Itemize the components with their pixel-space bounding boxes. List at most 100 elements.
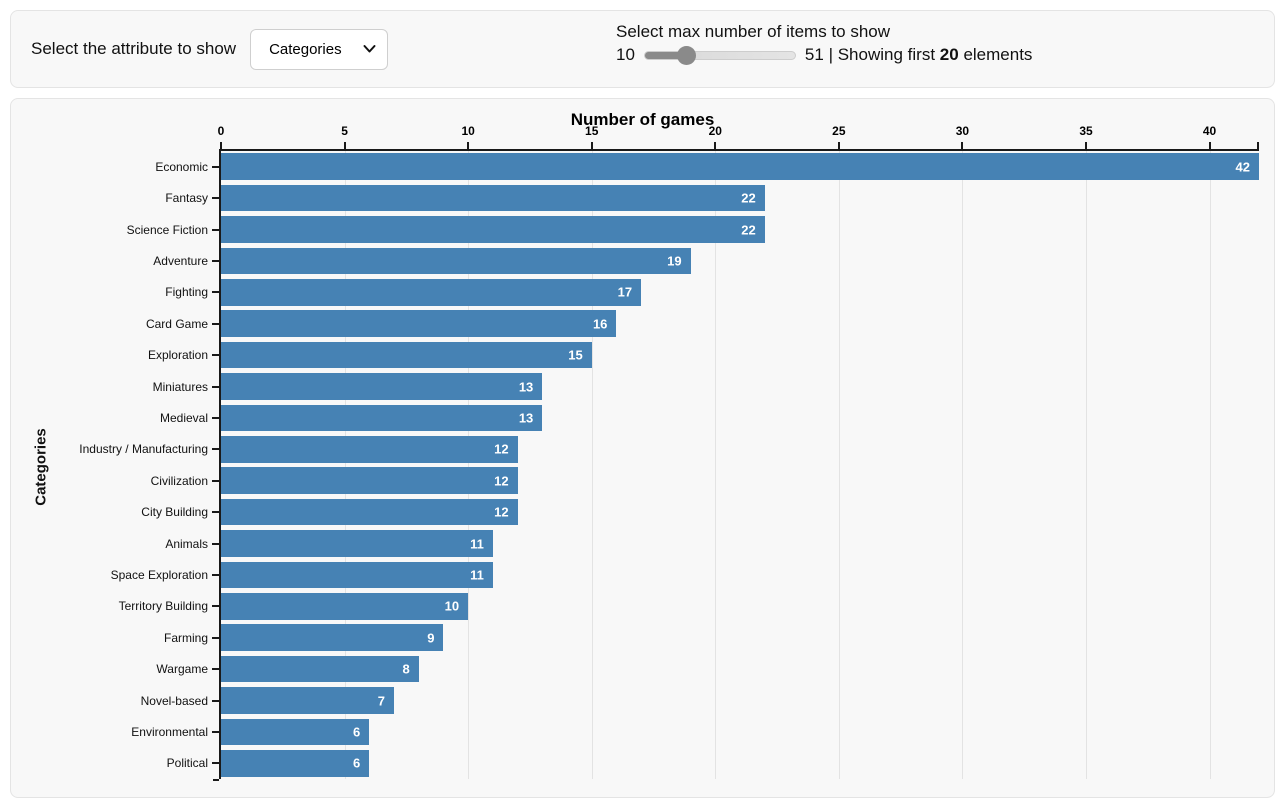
bar-value-label: 16 xyxy=(592,316,608,332)
bar-value-label: 15 xyxy=(568,347,583,363)
max-items-slider[interactable] xyxy=(643,45,796,65)
bar[interactable]: 8 xyxy=(221,655,419,683)
bar[interactable]: 13 xyxy=(221,373,543,400)
bar-value-label: 8 xyxy=(402,661,410,677)
grid-line xyxy=(591,151,593,779)
x-tick xyxy=(467,142,470,149)
grid-line xyxy=(468,151,470,779)
bar-value-label: 19 xyxy=(667,253,682,269)
bar[interactable]: 13 xyxy=(221,404,543,432)
y-tick xyxy=(212,322,219,325)
bar-value-label: 10 xyxy=(444,598,460,614)
x-tick xyxy=(1085,142,1087,149)
x-tick xyxy=(1208,142,1211,149)
plot-area: 0 5 10 15 20 25 30 35 40 Economic 42 Fantasy 22 Scien… xyxy=(79,124,1259,781)
grid-line xyxy=(962,151,964,779)
grid-line xyxy=(1086,151,1087,779)
bar[interactable]: 12 xyxy=(221,467,518,494)
max-items-control-group: Select max number of items to show 10 51… xyxy=(616,22,1032,65)
slider-min-label: 10 xyxy=(616,45,635,64)
bar[interactable]: 10 xyxy=(221,593,469,620)
bar[interactable]: 19 xyxy=(221,247,691,275)
x-tick-label: 5 xyxy=(341,124,348,138)
x-tick-label: 35 xyxy=(1079,124,1093,138)
bar[interactable]: 22 xyxy=(221,216,765,243)
y-tick xyxy=(212,762,219,765)
showing-suffix: elements xyxy=(963,45,1033,64)
grid-line xyxy=(715,151,717,779)
bar-value-label: 9 xyxy=(427,630,435,646)
bar[interactable]: 6 xyxy=(221,718,370,746)
bar[interactable]: 22 xyxy=(221,184,765,212)
category-label: Exploration xyxy=(147,348,208,363)
category-label: Science Fiction xyxy=(126,222,208,237)
category-label: Fighting xyxy=(165,285,208,300)
y-tick xyxy=(212,542,219,545)
bar[interactable]: 9 xyxy=(221,624,444,651)
bar-value-label: 11 xyxy=(470,567,484,583)
attribute-control-group: Select the attribute to show Categories xyxy=(31,11,389,87)
category-label: Civilization xyxy=(150,473,208,488)
bar-value-label: 12 xyxy=(494,441,509,457)
bar[interactable]: 7 xyxy=(221,687,394,714)
y-tick xyxy=(212,605,219,608)
x-tick-label: 0 xyxy=(217,124,225,138)
showing-prefix: | Showing first xyxy=(828,45,936,64)
category-label: Farming xyxy=(163,630,208,645)
x-tick xyxy=(961,142,964,149)
bar[interactable]: 6 xyxy=(221,750,370,777)
category-label: Space Exploration xyxy=(110,567,208,582)
category-label: Novel-based xyxy=(140,693,208,708)
x-tick-label: 15 xyxy=(585,124,599,138)
y-tick xyxy=(212,511,219,514)
category-label: Medieval xyxy=(159,410,208,425)
bar-value-label: 22 xyxy=(741,190,756,206)
chart-panel: Number of games Categories 0 5 10 15 20 25 30 3… xyxy=(10,98,1275,798)
attribute-select[interactable]: Categories xyxy=(250,28,389,70)
y-tick xyxy=(212,165,219,168)
x-tick-label: 30 xyxy=(955,124,970,138)
category-label: Fantasy xyxy=(165,191,208,206)
grid-line xyxy=(1209,151,1211,779)
y-axis-title: Categories xyxy=(32,428,50,506)
x-tick xyxy=(837,142,840,149)
bar[interactable]: 15 xyxy=(221,341,592,369)
bar[interactable]: 12 xyxy=(221,436,518,463)
y-tick xyxy=(212,385,219,388)
bar-value-label: 12 xyxy=(494,473,509,489)
bar[interactable]: 12 xyxy=(221,498,518,526)
bar[interactable]: 11 xyxy=(221,561,493,589)
showing-text: 51 | Showing first 20 elements xyxy=(805,45,1033,65)
grid-line xyxy=(838,151,840,779)
x-tick-label: 10 xyxy=(461,124,475,138)
y-tick xyxy=(212,730,219,733)
y-tick xyxy=(212,259,219,262)
category-label: Animals xyxy=(165,536,208,551)
y-tick xyxy=(212,699,219,702)
slider-max-label: 51 xyxy=(804,45,824,64)
bar-value-label: 13 xyxy=(518,379,534,394)
y-tick xyxy=(212,636,219,639)
category-label: Territory Building xyxy=(118,599,208,614)
attribute-select-label: Select the attribute to show xyxy=(31,39,237,58)
category-label: Political xyxy=(166,756,208,771)
category-label: Wargame xyxy=(156,662,208,677)
x-axis-endcap xyxy=(1257,142,1259,149)
x-tick xyxy=(590,142,593,149)
attribute-select-wrap: Categories xyxy=(250,28,389,70)
bar[interactable]: 16 xyxy=(221,310,617,337)
category-label: Card Game xyxy=(145,316,208,331)
bar[interactable]: 42 xyxy=(221,153,1259,180)
y-tick xyxy=(212,354,219,357)
category-label: City Building xyxy=(141,505,208,520)
category-label: Environmental xyxy=(131,724,208,739)
slider-row: 10 51 | Showing first 20 elements xyxy=(616,45,1032,65)
max-items-label: Select max number of items to show xyxy=(616,22,891,41)
bar-value-label: 12 xyxy=(494,504,509,520)
bar[interactable]: 17 xyxy=(221,279,642,306)
y-tick xyxy=(212,228,219,231)
bar-value-label: 17 xyxy=(617,284,633,300)
grid-line xyxy=(344,151,346,779)
bar[interactable]: 11 xyxy=(221,530,493,557)
y-tick xyxy=(212,448,219,451)
